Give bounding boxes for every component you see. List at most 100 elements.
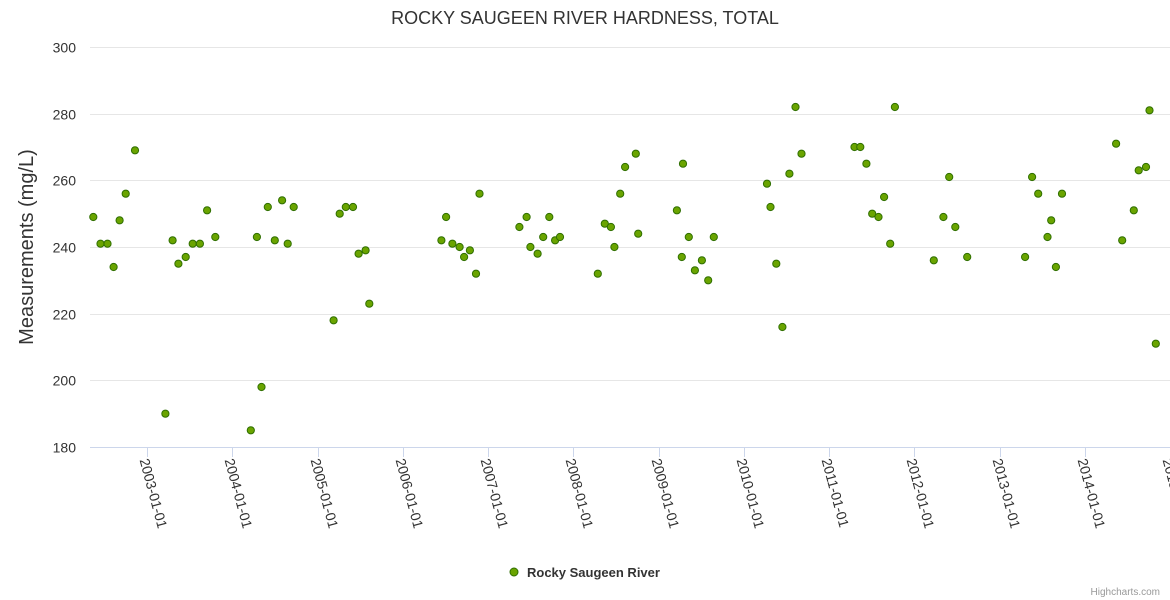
- data-point[interactable]: [1151, 339, 1160, 348]
- chart-title: ROCKY SAUGEEN RIVER HARDNESS, TOTAL: [391, 8, 779, 28]
- data-point[interactable]: [868, 209, 877, 218]
- data-point[interactable]: [1047, 216, 1056, 225]
- data-point[interactable]: [616, 189, 625, 198]
- legend[interactable]: Rocky Saugeen River: [509, 565, 660, 580]
- data-point[interactable]: [515, 222, 524, 232]
- data-point[interactable]: [677, 252, 686, 262]
- data-point[interactable]: [278, 196, 287, 205]
- data-point[interactable]: [874, 212, 883, 222]
- data-point[interactable]: [634, 229, 643, 238]
- data-point[interactable]: [1134, 166, 1143, 175]
- data-point[interactable]: [341, 202, 350, 212]
- data-point[interactable]: [361, 246, 370, 255]
- data-point[interactable]: [211, 232, 220, 242]
- data-point[interactable]: [593, 269, 602, 278]
- data-point[interactable]: [263, 202, 272, 212]
- data-point[interactable]: [880, 192, 889, 202]
- data-point[interactable]: [161, 409, 170, 418]
- data-point[interactable]: [465, 246, 474, 255]
- data-point[interactable]: [460, 252, 469, 262]
- data-point[interactable]: [1057, 189, 1067, 198]
- data-point[interactable]: [1141, 162, 1151, 172]
- data-point[interactable]: [437, 236, 446, 245]
- credits-link[interactable]: Highcharts.com: [1091, 587, 1160, 598]
- data-point[interactable]: [772, 259, 781, 268]
- data-point[interactable]: [778, 322, 787, 332]
- data-point[interactable]: [174, 259, 183, 268]
- data-point[interactable]: [555, 232, 565, 242]
- data-point[interactable]: [1028, 172, 1037, 182]
- y-tick-label: 280: [53, 107, 77, 123]
- data-point[interactable]: [103, 239, 112, 248]
- data-point[interactable]: [130, 146, 140, 155]
- data-point[interactable]: [539, 232, 548, 242]
- data-point[interactable]: [1112, 139, 1121, 148]
- data-point[interactable]: [89, 212, 98, 222]
- data-point[interactable]: [762, 179, 772, 188]
- data-point[interactable]: [475, 189, 484, 198]
- data-point[interactable]: [365, 299, 374, 308]
- data-point[interactable]: [257, 382, 266, 392]
- data-point[interactable]: [951, 222, 960, 232]
- data-point[interactable]: [252, 232, 261, 242]
- data-point[interactable]: [448, 239, 457, 248]
- data-point[interactable]: [121, 189, 130, 198]
- data-point[interactable]: [455, 242, 464, 252]
- data-point[interactable]: [856, 142, 865, 152]
- data-point[interactable]: [963, 252, 972, 262]
- data-point[interactable]: [348, 202, 358, 212]
- data-point[interactable]: [115, 216, 124, 225]
- data-point[interactable]: [168, 236, 177, 245]
- data-point[interactable]: [610, 242, 619, 252]
- data-point[interactable]: [621, 162, 630, 172]
- data-point[interactable]: [188, 239, 197, 248]
- data-point[interactable]: [545, 212, 554, 222]
- data-point[interactable]: [939, 212, 948, 222]
- data-point[interactable]: [890, 102, 900, 112]
- data-point[interactable]: [335, 209, 344, 218]
- data-point[interactable]: [697, 256, 707, 265]
- legend-label[interactable]: Rocky Saugeen River: [527, 565, 660, 580]
- data-point[interactable]: [1043, 232, 1052, 242]
- data-point[interactable]: [785, 169, 794, 178]
- data-point[interactable]: [600, 219, 609, 228]
- data-point[interactable]: [886, 239, 895, 248]
- data-point[interactable]: [329, 316, 338, 325]
- data-point[interactable]: [684, 232, 693, 242]
- data-point[interactable]: [96, 239, 105, 248]
- data-point[interactable]: [270, 236, 279, 245]
- data-point[interactable]: [1129, 206, 1138, 215]
- data-point[interactable]: [109, 262, 118, 272]
- data-point[interactable]: [690, 266, 700, 275]
- data-point[interactable]: [704, 276, 713, 285]
- data-point[interactable]: [678, 159, 688, 168]
- data-point[interactable]: [862, 159, 871, 168]
- data-point[interactable]: [181, 252, 190, 262]
- data-point[interactable]: [471, 269, 481, 278]
- data-point[interactable]: [929, 256, 938, 265]
- data-point[interactable]: [797, 149, 806, 158]
- data-point[interactable]: [442, 212, 451, 222]
- data-point[interactable]: [1021, 252, 1030, 262]
- data-point[interactable]: [283, 239, 292, 248]
- data-point[interactable]: [945, 172, 954, 182]
- data-point[interactable]: [1118, 236, 1127, 245]
- data-point[interactable]: [672, 206, 682, 215]
- x-tick-label: 2009-01-01: [649, 457, 683, 531]
- data-point[interactable]: [203, 206, 212, 215]
- data-point[interactable]: [631, 149, 640, 158]
- data-point[interactable]: [1034, 189, 1043, 198]
- data-point[interactable]: [1145, 106, 1154, 115]
- data-point[interactable]: [1051, 262, 1061, 272]
- data-point[interactable]: [526, 242, 535, 252]
- data-point[interactable]: [791, 102, 800, 112]
- data-point[interactable]: [533, 249, 542, 258]
- data-point[interactable]: [289, 202, 298, 212]
- data-point[interactable]: [522, 212, 531, 222]
- data-point[interactable]: [354, 249, 363, 258]
- data-point[interactable]: [195, 239, 204, 248]
- data-point[interactable]: [246, 426, 255, 435]
- data-point[interactable]: [709, 232, 718, 242]
- data-point[interactable]: [606, 222, 616, 232]
- data-point[interactable]: [766, 202, 775, 212]
